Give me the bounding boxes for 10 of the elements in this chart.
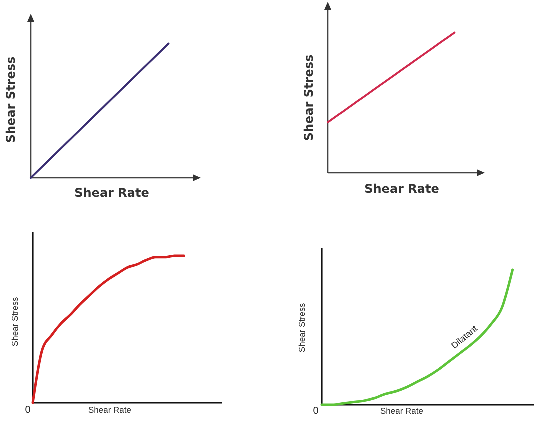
y-axis-title: Shear Stress [302,54,316,142]
y-axis-title: Shear Stress [297,303,307,353]
text: 0 [25,405,32,416]
x-axis-title: Shear Rate [88,405,132,415]
x-axis-title: Shear Rate [380,406,424,416]
x-axis-title: Shear Rate [74,186,150,200]
y-axis-title: Shear Stress [4,56,18,144]
y-axis-title: Shear Stress [10,297,20,347]
x-axis-title: Shear Rate [364,182,440,196]
text: 0 [313,406,320,417]
